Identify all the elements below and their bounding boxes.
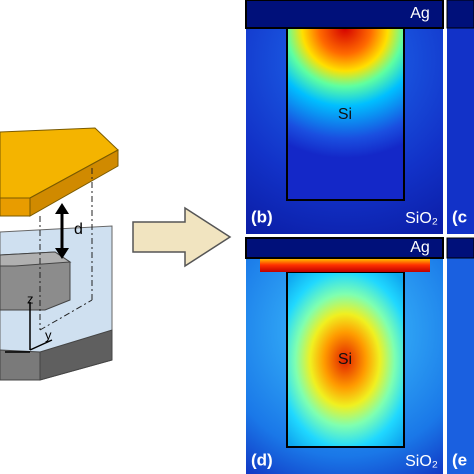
- gold-plate-front: [0, 197, 31, 217]
- si-region: [286, 271, 405, 448]
- ag-region: [245, 237, 444, 259]
- field-map: [447, 238, 474, 474]
- substrate-label: SiO₂: [405, 453, 438, 470]
- panel-c: (c: [446, 0, 474, 234]
- dashed-guide: [39, 168, 93, 331]
- metal-label: Ag: [410, 5, 430, 22]
- si-block-top: [0, 251, 72, 267]
- ag-region: [245, 0, 444, 29]
- field-map: [447, 0, 474, 234]
- panel-label: (e: [452, 450, 467, 469]
- gold-plate-side: [29, 149, 119, 217]
- substrate-label: SiO₂: [405, 210, 438, 227]
- axis-label: y: [45, 327, 52, 342]
- arrow: [132, 206, 232, 268]
- panel-label: (d): [251, 450, 273, 469]
- panel-e: (e: [446, 237, 474, 474]
- metal-label: Ag: [410, 239, 430, 256]
- panel-label: (c: [452, 207, 467, 226]
- axis-label: z: [27, 291, 34, 306]
- ag-region: [446, 237, 474, 259]
- gap-arrow: [55, 203, 69, 259]
- core-label: Si: [338, 106, 352, 123]
- ag-region: [446, 0, 474, 29]
- hot-strip: [260, 258, 430, 272]
- panel-label: (b): [251, 207, 273, 226]
- gap-label: d: [74, 221, 83, 238]
- panel-d: Ag Si (d) SiO₂: [245, 237, 444, 474]
- si-region: [286, 27, 405, 201]
- panel-b: Ag Si (b) SiO₂: [245, 0, 444, 234]
- core-label: Si: [338, 351, 352, 368]
- substrate: [0, 349, 41, 381]
- substrate-side: [39, 329, 113, 381]
- schematic: d z y: [0, 127, 119, 381]
- axes: [5, 302, 53, 353]
